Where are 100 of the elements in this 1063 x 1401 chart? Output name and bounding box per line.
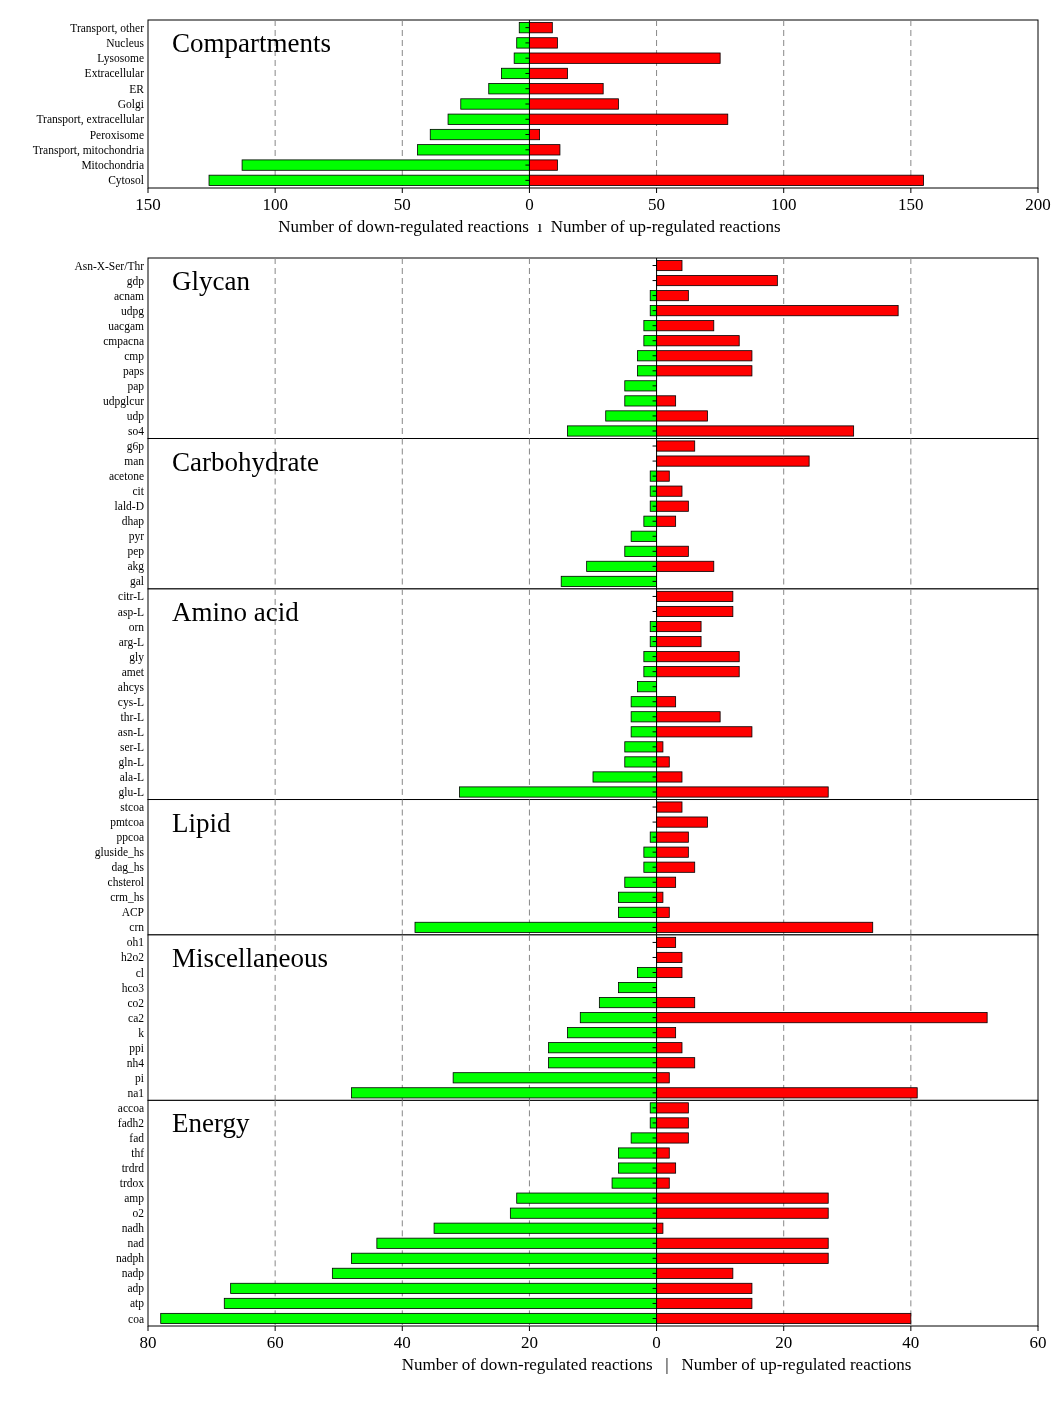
x-tick-label: 0 <box>652 1333 661 1352</box>
y-tick-label: dag_hs <box>111 861 145 875</box>
y-tick-label: Cytosol <box>108 174 144 188</box>
y-tick-label: Asn-X-Ser/Thr <box>74 259 145 272</box>
y-tick-label: acetone <box>108 470 144 483</box>
y-tick-label: uacgam <box>108 319 145 333</box>
y-tick-label: cmp <box>124 349 145 363</box>
y-tick-label: accoa <box>117 1101 144 1114</box>
y-tick-label: nh4 <box>126 1056 145 1069</box>
y-tick-label: pep <box>127 545 145 559</box>
x-tick-label: 150 <box>898 195 924 214</box>
y-tick-label: ala-L <box>119 770 144 783</box>
y-tick-label: k <box>138 1026 145 1039</box>
y-tick-label: so4 <box>128 425 145 438</box>
y-tick-label: udpglcur <box>103 394 145 408</box>
y-tick-label: Extracellular <box>84 67 145 80</box>
y-tick-label: glu-L <box>118 786 144 800</box>
x-axis-title: Number of down-regulated reactions ı Number of up-regulated reactions <box>278 217 781 236</box>
y-tick-label: acnam <box>113 289 145 302</box>
y-tick-label: pap <box>127 379 145 393</box>
y-tick-label: fadh2 <box>117 1116 145 1129</box>
annotation: Energy <box>172 1108 250 1139</box>
annotation: Lipid <box>172 807 231 838</box>
annotation: Miscellaneous <box>172 942 328 973</box>
y-tick-label: paps <box>122 364 145 378</box>
y-tick-label: amet <box>121 665 145 678</box>
y-tick-label: udp <box>126 409 145 423</box>
x-tick-label: 40 <box>393 1333 411 1352</box>
y-tick-label: trdox <box>119 1177 145 1190</box>
y-tick-label: gal <box>129 575 144 589</box>
y-tick-label: ppcoa <box>116 831 144 845</box>
y-tick-label: orn <box>128 620 145 633</box>
y-tick-label: h2o2 <box>121 951 145 964</box>
y-tick-label: Golgi <box>117 98 144 112</box>
y-tick-label: ser-L <box>119 740 144 753</box>
y-tick-label: udpg <box>121 304 145 318</box>
y-tick-label: atp <box>129 1297 145 1311</box>
y-tick-label: Nucleus <box>106 36 145 49</box>
y-tick-label: asp-L <box>117 605 144 619</box>
y-tick-label: man <box>124 455 145 468</box>
y-tick-label: oh1 <box>126 936 145 949</box>
annotation: Glycan <box>172 266 251 296</box>
annotation: Carbohydrate <box>172 446 319 477</box>
y-tick-label: dhap <box>121 515 145 529</box>
y-tick-label: thr-L <box>120 710 144 723</box>
y-tick-label: ca2 <box>128 1011 145 1024</box>
y-tick-label: cl <box>135 966 144 979</box>
y-tick-label: na1 <box>127 1086 145 1099</box>
y-tick-label: Peroxisome <box>89 128 144 141</box>
x-axis-title: Number of down-regulated reactions | Number of up-regulated reactions <box>401 1355 912 1374</box>
y-tick-label: hco3 <box>121 981 145 994</box>
y-tick-label: lald-D <box>114 500 144 513</box>
y-tick-label: crn <box>129 921 145 934</box>
y-tick-label: Mitochondria <box>81 159 144 172</box>
y-tick-label: Lysosome <box>97 52 144 66</box>
x-tick-label: 200 <box>1025 195 1051 214</box>
y-tick-label: o2 <box>132 1207 145 1220</box>
y-tick-label: adp <box>127 1282 145 1296</box>
y-tick-label: asn-L <box>117 725 144 738</box>
y-tick-label: pyr <box>128 530 145 544</box>
x-tick-label: 150 <box>135 195 161 214</box>
y-tick-label: nadph <box>115 1252 145 1266</box>
y-tick-label: ahcys <box>117 680 145 694</box>
x-tick-label: 0 <box>525 195 534 214</box>
x-tick-label: 20 <box>520 1333 538 1352</box>
y-tick-label: co2 <box>127 996 145 1009</box>
y-tick-label: chsterol <box>107 876 144 889</box>
y-tick-label: crm_hs <box>110 891 145 904</box>
y-tick-label: ACP <box>121 906 144 919</box>
x-tick-label: 20 <box>775 1333 793 1352</box>
y-tick-label: gln-L <box>118 755 144 769</box>
y-tick-label: pmtcoa <box>110 816 144 830</box>
y-tick-label: ER <box>129 82 145 95</box>
x-tick-label: 80 <box>139 1333 157 1352</box>
x-tick-label: 50 <box>648 195 666 214</box>
x-tick-label: 60 <box>266 1333 284 1352</box>
annotation: Compartments <box>172 28 331 58</box>
y-tick-label: cit <box>132 485 145 498</box>
y-tick-label: citr-L <box>118 590 144 603</box>
x-tick-label: 40 <box>902 1333 920 1352</box>
y-tick-label: cmpacna <box>103 334 144 348</box>
y-tick-label: Transport, other <box>70 21 145 35</box>
y-tick-label: g6p <box>126 440 145 454</box>
y-tick-label: gly <box>129 650 145 664</box>
y-tick-label: amp <box>124 1192 145 1206</box>
y-tick-label: Transport, extracellular <box>36 113 145 127</box>
y-tick-label: trdrd <box>121 1162 145 1175</box>
x-tick-label: 50 <box>393 195 411 214</box>
y-tick-label: Transport, mitochondria <box>32 143 144 157</box>
x-tick-label: 100 <box>770 195 797 214</box>
y-tick-label: gdp <box>126 274 145 288</box>
y-tick-label: nadh <box>121 1222 145 1235</box>
y-tick-label: cys-L <box>117 695 144 709</box>
y-tick-label: coa <box>128 1312 144 1325</box>
y-tick-label: thf <box>131 1147 145 1160</box>
y-tick-label: gluside_hs <box>94 846 145 860</box>
y-tick-label: akg <box>127 560 145 574</box>
x-tick-label: 60 <box>1029 1333 1047 1352</box>
y-tick-label: stcoa <box>120 801 144 814</box>
y-tick-label: nadp <box>121 1267 145 1281</box>
